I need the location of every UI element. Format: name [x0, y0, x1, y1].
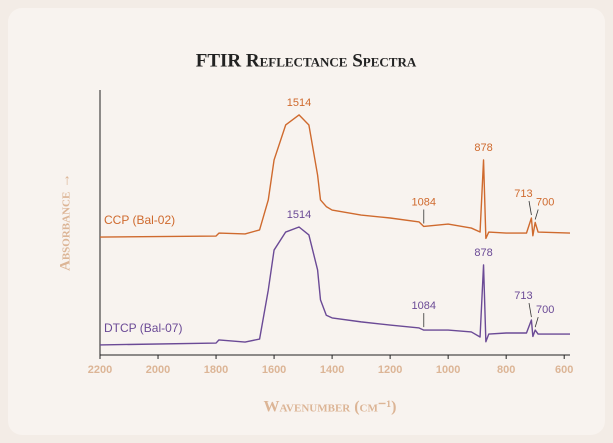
- y-axis-label: Absorbance →: [57, 173, 73, 271]
- x-tick-label: 2200: [88, 364, 112, 376]
- peak-label: 1514: [287, 97, 311, 109]
- leader-line: [528, 200, 532, 216]
- leader-line: [534, 209, 539, 220]
- x-tick-label: 800: [497, 364, 515, 376]
- peak-label: 1084: [412, 196, 436, 208]
- peak-label: 700: [536, 304, 554, 316]
- leader-line: [534, 316, 539, 328]
- x-tick-label: 1800: [204, 364, 228, 376]
- peak-label: 700: [536, 196, 554, 208]
- series-label: DTCP (Bal-07): [104, 321, 182, 335]
- x-tick-label: 1400: [320, 364, 344, 376]
- leader-line: [528, 302, 532, 318]
- x-tick-label: 600: [555, 364, 573, 376]
- x-tick-label: 2000: [146, 364, 170, 376]
- spectrum-line: [99, 114, 571, 240]
- series-label: CCP (Bal-02): [104, 213, 175, 227]
- x-axis-label: Wavenumber (cm⁻¹): [264, 399, 397, 416]
- spectrum-line: [99, 226, 570, 346]
- x-tick-label: 1200: [378, 364, 402, 376]
- peak-label: 878: [474, 247, 492, 259]
- peak-label: 713: [514, 290, 532, 302]
- x-tick-label: 1000: [436, 364, 460, 376]
- card: [8, 8, 605, 435]
- chart-title: FTIR Reflectance Spectra: [196, 50, 417, 71]
- peak-label: 1084: [412, 300, 436, 312]
- x-tick-label: 1600: [262, 364, 286, 376]
- peak-label: 1514: [287, 209, 311, 221]
- peak-label: 713: [514, 188, 532, 200]
- peak-label: 878: [474, 142, 492, 154]
